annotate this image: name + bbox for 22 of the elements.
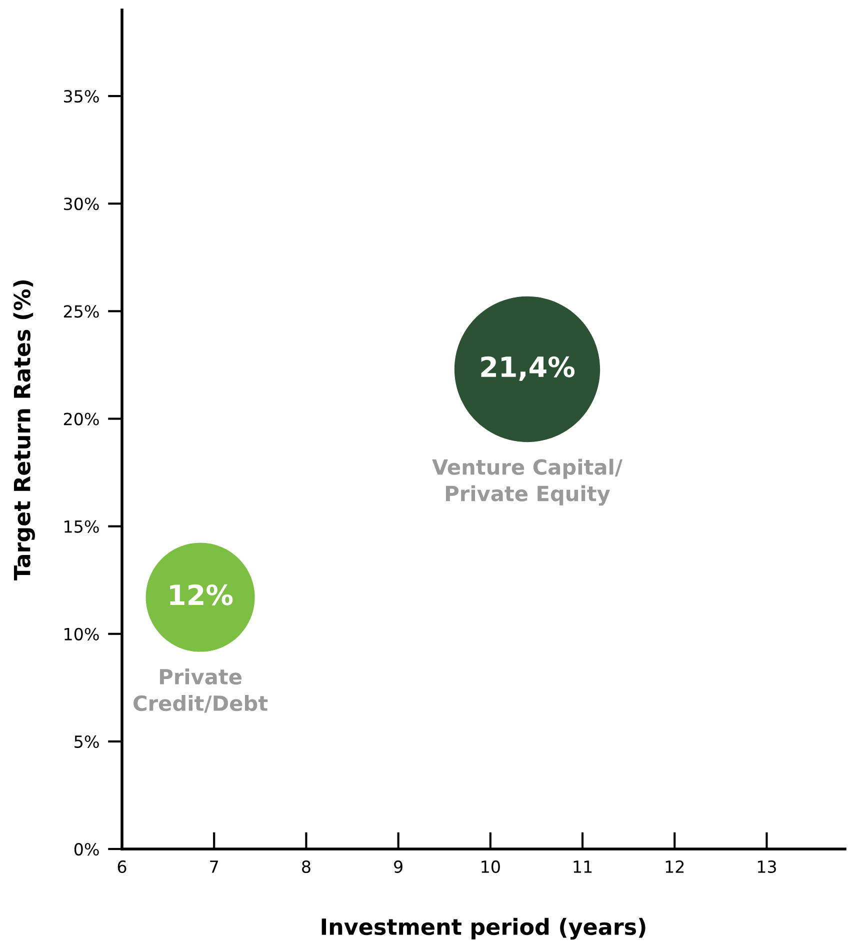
x-tick-label: 9 [394, 860, 402, 874]
x-tick-label: 6 [118, 860, 126, 874]
y-tick-label: 20% [64, 412, 99, 426]
x-tick-label: 12 [666, 860, 684, 873]
y-tick-label: 5% [74, 735, 99, 748]
y-tick-label: 15% [64, 520, 99, 533]
y-tick-label: 30% [64, 198, 99, 210]
y-tick-label: 35% [64, 90, 99, 103]
x-tick-label: 10 [482, 860, 500, 874]
x-tick-label: 11 [574, 860, 592, 873]
x-tick-label: 8 [302, 860, 310, 874]
series-label: Private Credit/Debt [134, 668, 268, 713]
series-label: Venture Capital/ Private Equity [432, 458, 623, 506]
y-tick-label: 0% [74, 842, 99, 856]
annotation: 12% [170, 584, 233, 606]
y-tick-label: 25% [64, 305, 99, 318]
x-axis-title: Investment period (years) [322, 918, 646, 940]
x-tick-label: 7 [210, 860, 218, 873]
x-tick-label: 13 [758, 860, 776, 874]
annotation: 21,4% [481, 356, 575, 381]
y-axis-title: Target Return Rates (%) [13, 280, 35, 580]
y-tick-label: 10% [64, 628, 99, 640]
